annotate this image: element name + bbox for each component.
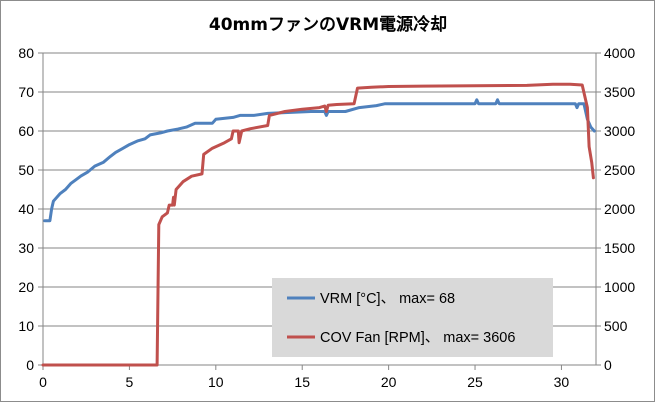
- left-tick-label-40: 40: [18, 201, 34, 217]
- x-tick-label-20: 20: [381, 374, 397, 390]
- chart-title: 40mmファンのVRM電源冷却: [209, 14, 447, 35]
- series-line-cov-fan: [41, 82, 595, 367]
- series-line-vrm: [43, 98, 596, 223]
- left-tick-label-10: 10: [18, 318, 34, 334]
- right-tick-label-4000: 4000: [604, 45, 635, 61]
- right-tick-label-3000: 3000: [604, 123, 635, 139]
- x-tick-label-10: 10: [208, 374, 224, 390]
- right-tick-label-1500: 1500: [604, 240, 635, 256]
- x-tick-label-25: 25: [467, 374, 483, 390]
- left-tick-label-70: 70: [18, 84, 34, 100]
- right-tick-label-3500: 3500: [604, 84, 635, 100]
- grid-lines: [43, 52, 596, 327]
- right-tick-label-0: 0: [604, 357, 612, 373]
- right-tick-label-2500: 2500: [604, 162, 635, 178]
- right-tick-label-1000: 1000: [604, 279, 635, 295]
- x-axis-ticks: 0 5 10 15 20 25 30: [39, 374, 569, 390]
- right-tick-label-500: 500: [604, 318, 628, 334]
- x-tick-label-15: 15: [294, 374, 310, 390]
- right-axis-ticks: 0 500 1000 1500 2000 2500 3000 3500 4000: [604, 45, 635, 373]
- x-tick-label-30: 30: [554, 374, 570, 390]
- left-tick-label-20: 20: [18, 279, 34, 295]
- right-tick-label-2000: 2000: [604, 201, 635, 217]
- left-tick-label-80: 80: [18, 45, 34, 61]
- left-axis-ticks: 0 10 20 30 40 50 60 70 80: [18, 45, 34, 373]
- series-lines: [41, 82, 596, 367]
- left-tick-label-30: 30: [18, 240, 34, 256]
- legend-label-cov-fan: COV Fan [RPM]、 max= 3606: [320, 330, 515, 346]
- axes: [38, 52, 601, 370]
- left-tick-label-0: 0: [26, 357, 34, 373]
- left-tick-label-50: 50: [18, 162, 34, 178]
- x-tick-label-5: 5: [126, 374, 134, 390]
- legend-label-vrm: VRM [°C]、 max= 68: [320, 291, 455, 307]
- left-tick-label-60: 60: [18, 123, 34, 139]
- legend-background: [272, 278, 553, 357]
- x-tick-label-0: 0: [39, 374, 47, 390]
- legend: VRM [°C]、 max= 68 COV Fan [RPM]、 max= 36…: [272, 278, 553, 357]
